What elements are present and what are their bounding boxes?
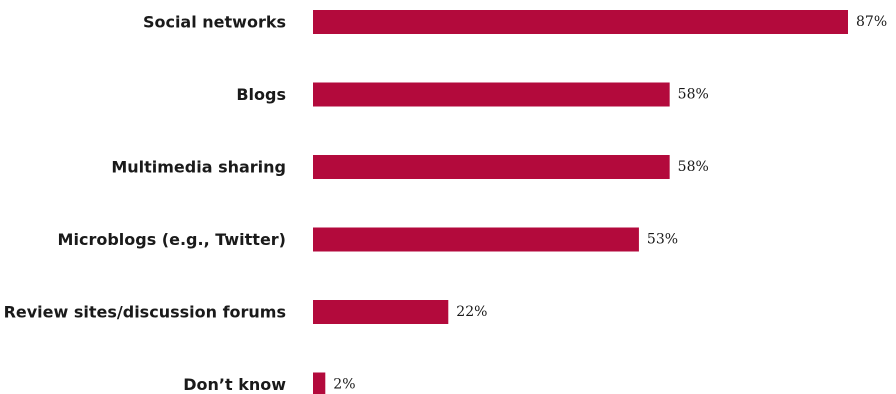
value-label-1: 58% [678, 87, 709, 103]
bar-4 [313, 300, 449, 324]
value-label-2: 58% [678, 159, 709, 175]
bar-1 [313, 82, 670, 107]
value-label-5: 2% [333, 377, 355, 393]
value-label-4: 22% [456, 304, 487, 320]
bar-2 [313, 155, 670, 179]
value-label-3: 53% [647, 232, 678, 248]
value-label-0: 87% [856, 14, 887, 30]
bar-0 [313, 10, 848, 34]
category-label-2: Multimedia sharing [111, 158, 286, 177]
category-label-0: Social networks [143, 13, 286, 32]
bar-5 [313, 372, 326, 394]
category-label-1: Blogs [236, 85, 286, 104]
category-label-3: Microblogs (e.g., Twitter) [58, 230, 286, 249]
bars-group [313, 10, 848, 394]
category-label-5: Don’t know [183, 375, 286, 394]
category-labels-group: Social networks Blogs Multimedia sharing Mi… [4, 13, 287, 394]
value-labels-group: 87% 58% 58% 53% 22% 2% [333, 14, 887, 393]
bar-3 [313, 227, 639, 252]
category-label-4: Review sites/discussion forums [4, 303, 286, 322]
